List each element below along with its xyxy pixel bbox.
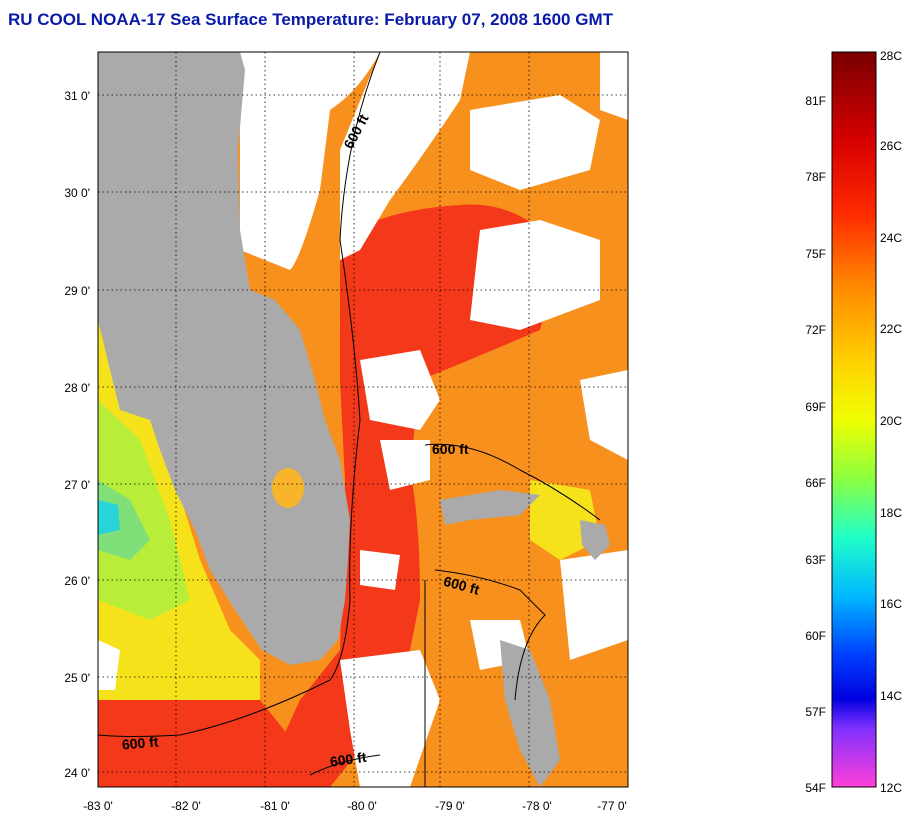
lat-label: 24 0' — [64, 766, 90, 780]
lon-label: -79 0' — [435, 799, 465, 813]
colorbar-fahrenheit-label: 69F — [805, 400, 826, 414]
colorbar-celsius-label: 14C — [880, 689, 902, 703]
bahamas-abaco — [580, 520, 610, 560]
bahamas-andros — [500, 640, 560, 787]
colorbar-fahrenheit-label: 78F — [805, 170, 826, 184]
lon-label: -81 0' — [260, 799, 290, 813]
lat-label: 28 0' — [64, 381, 90, 395]
lat-label: 31 0' — [64, 89, 90, 103]
colorbar-celsius-label: 18C — [880, 506, 902, 520]
map-title: RU COOL NOAA-17 Sea Surface Temperature:… — [8, 10, 613, 29]
colorbar — [831, 51, 877, 788]
colorbar-celsius-label: 26C — [880, 139, 902, 153]
lat-label: 25 0' — [64, 671, 90, 685]
colorbar-fahrenheit-label: 57F — [805, 705, 826, 719]
lat-label: 26 0' — [64, 574, 90, 588]
colorbar-fahrenheit-label: 81F — [805, 94, 826, 108]
contour-label-keys: 600 ft — [121, 733, 159, 752]
lon-label: -78 0' — [522, 799, 552, 813]
colorbar-celsius-label: 22C — [880, 322, 902, 336]
lon-label: -80 0' — [347, 799, 377, 813]
map-gridlines — [98, 52, 628, 787]
contour-label-grand-bahama: 600 ft — [432, 441, 469, 457]
plot-frame — [97, 51, 629, 788]
colorbar-celsius-label: 28C — [880, 49, 902, 63]
colorbar-fahrenheit-label: 63F — [805, 553, 826, 567]
lat-label: 27 0' — [64, 478, 90, 492]
colorbar-fahrenheit-label: 75F — [805, 247, 826, 261]
colorbar-fahrenheit-label: 60F — [805, 629, 826, 643]
contour-label-straits: 600 ft — [329, 749, 368, 770]
lon-label: -77 0' — [597, 799, 627, 813]
lat-label: 29 0' — [64, 284, 90, 298]
lon-label: -82 0' — [171, 799, 201, 813]
colorbar-celsius-label: 20C — [880, 414, 902, 428]
colorbar-fahrenheit-label: 66F — [805, 476, 826, 490]
florida-landmass — [98, 52, 350, 665]
lat-label: 30 0' — [64, 186, 90, 200]
colorbar-celsius-label: 12C — [880, 781, 902, 795]
colorbar-celsius-label: 24C — [880, 231, 902, 245]
sst-field — [98, 52, 628, 787]
colorbar-fahrenheit-label: 54F — [805, 781, 826, 795]
colorbar-fahrenheit-label: 72F — [805, 323, 826, 337]
lon-label: -83 0' — [83, 799, 113, 813]
bahamas-grand-bahama — [440, 490, 540, 525]
colorbar-celsius-label: 16C — [880, 597, 902, 611]
